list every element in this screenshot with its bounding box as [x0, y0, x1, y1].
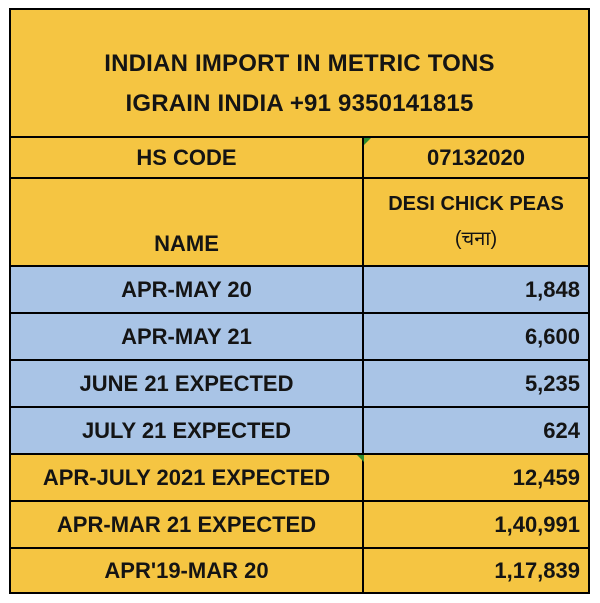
table-row: APR-JULY 2021 EXPECTED 12,459	[11, 455, 588, 502]
title-block: INDIAN IMPORT IN METRIC TONS IGRAIN INDI…	[11, 10, 588, 138]
hs-code-value-text: 07132020	[427, 144, 525, 170]
row-label: APR-MAY 21	[11, 314, 364, 359]
row-label: APR-MAY 20	[11, 267, 364, 312]
name-header-label: NAME	[11, 179, 364, 265]
table-row: JUNE 21 EXPECTED 5,235	[11, 361, 588, 408]
table-row: APR'19-MAR 20 1,17,839	[11, 549, 588, 592]
row-value: 1,17,839	[494, 557, 580, 583]
product-name-hindi: (चना)	[454, 228, 498, 250]
table-row: APR-MAY 20 1,848	[11, 267, 588, 314]
row-label: JULY 21 EXPECTED	[11, 408, 364, 453]
product-name: DESI CHICK PEAS	[388, 193, 564, 215]
hs-code-row: HS CODE 07132020	[11, 138, 588, 179]
row-value: 624	[543, 417, 580, 443]
row-label: APR'19-MAR 20	[11, 549, 364, 592]
import-table: INDIAN IMPORT IN METRIC TONS IGRAIN INDI…	[9, 8, 590, 594]
row-value: 5,235	[524, 370, 580, 396]
name-header-row: NAME DESI CHICK PEAS (चना)	[11, 179, 588, 267]
row-value: 12,459	[512, 464, 580, 490]
row-value: 1,40,991	[494, 511, 580, 537]
table-row: JULY 21 EXPECTED 624	[11, 408, 588, 455]
row-label: APR-MAR 21 EXPECTED	[11, 502, 364, 547]
comment-marker-icon	[364, 138, 371, 145]
table-row: APR-MAR 21 EXPECTED 1,40,991	[11, 502, 588, 549]
table-subtitle: IGRAIN INDIA +91 9350141815	[125, 90, 474, 117]
row-label-text: APR-JULY 2021 EXPECTED	[42, 464, 331, 490]
row-value: 6,600	[524, 323, 580, 349]
row-label: JUNE 21 EXPECTED	[11, 361, 364, 406]
product-header: DESI CHICK PEAS (चना)	[364, 179, 588, 265]
comment-marker-icon	[357, 455, 364, 462]
table-row: APR-MAY 21 6,600	[11, 314, 588, 361]
row-value: 1,848	[524, 276, 580, 302]
hs-code-label: HS CODE	[11, 138, 364, 177]
hs-code-value: 07132020	[364, 138, 588, 177]
table-title: INDIAN IMPORT IN METRIC TONS	[104, 50, 495, 77]
row-label: APR-JULY 2021 EXPECTED	[11, 455, 364, 500]
